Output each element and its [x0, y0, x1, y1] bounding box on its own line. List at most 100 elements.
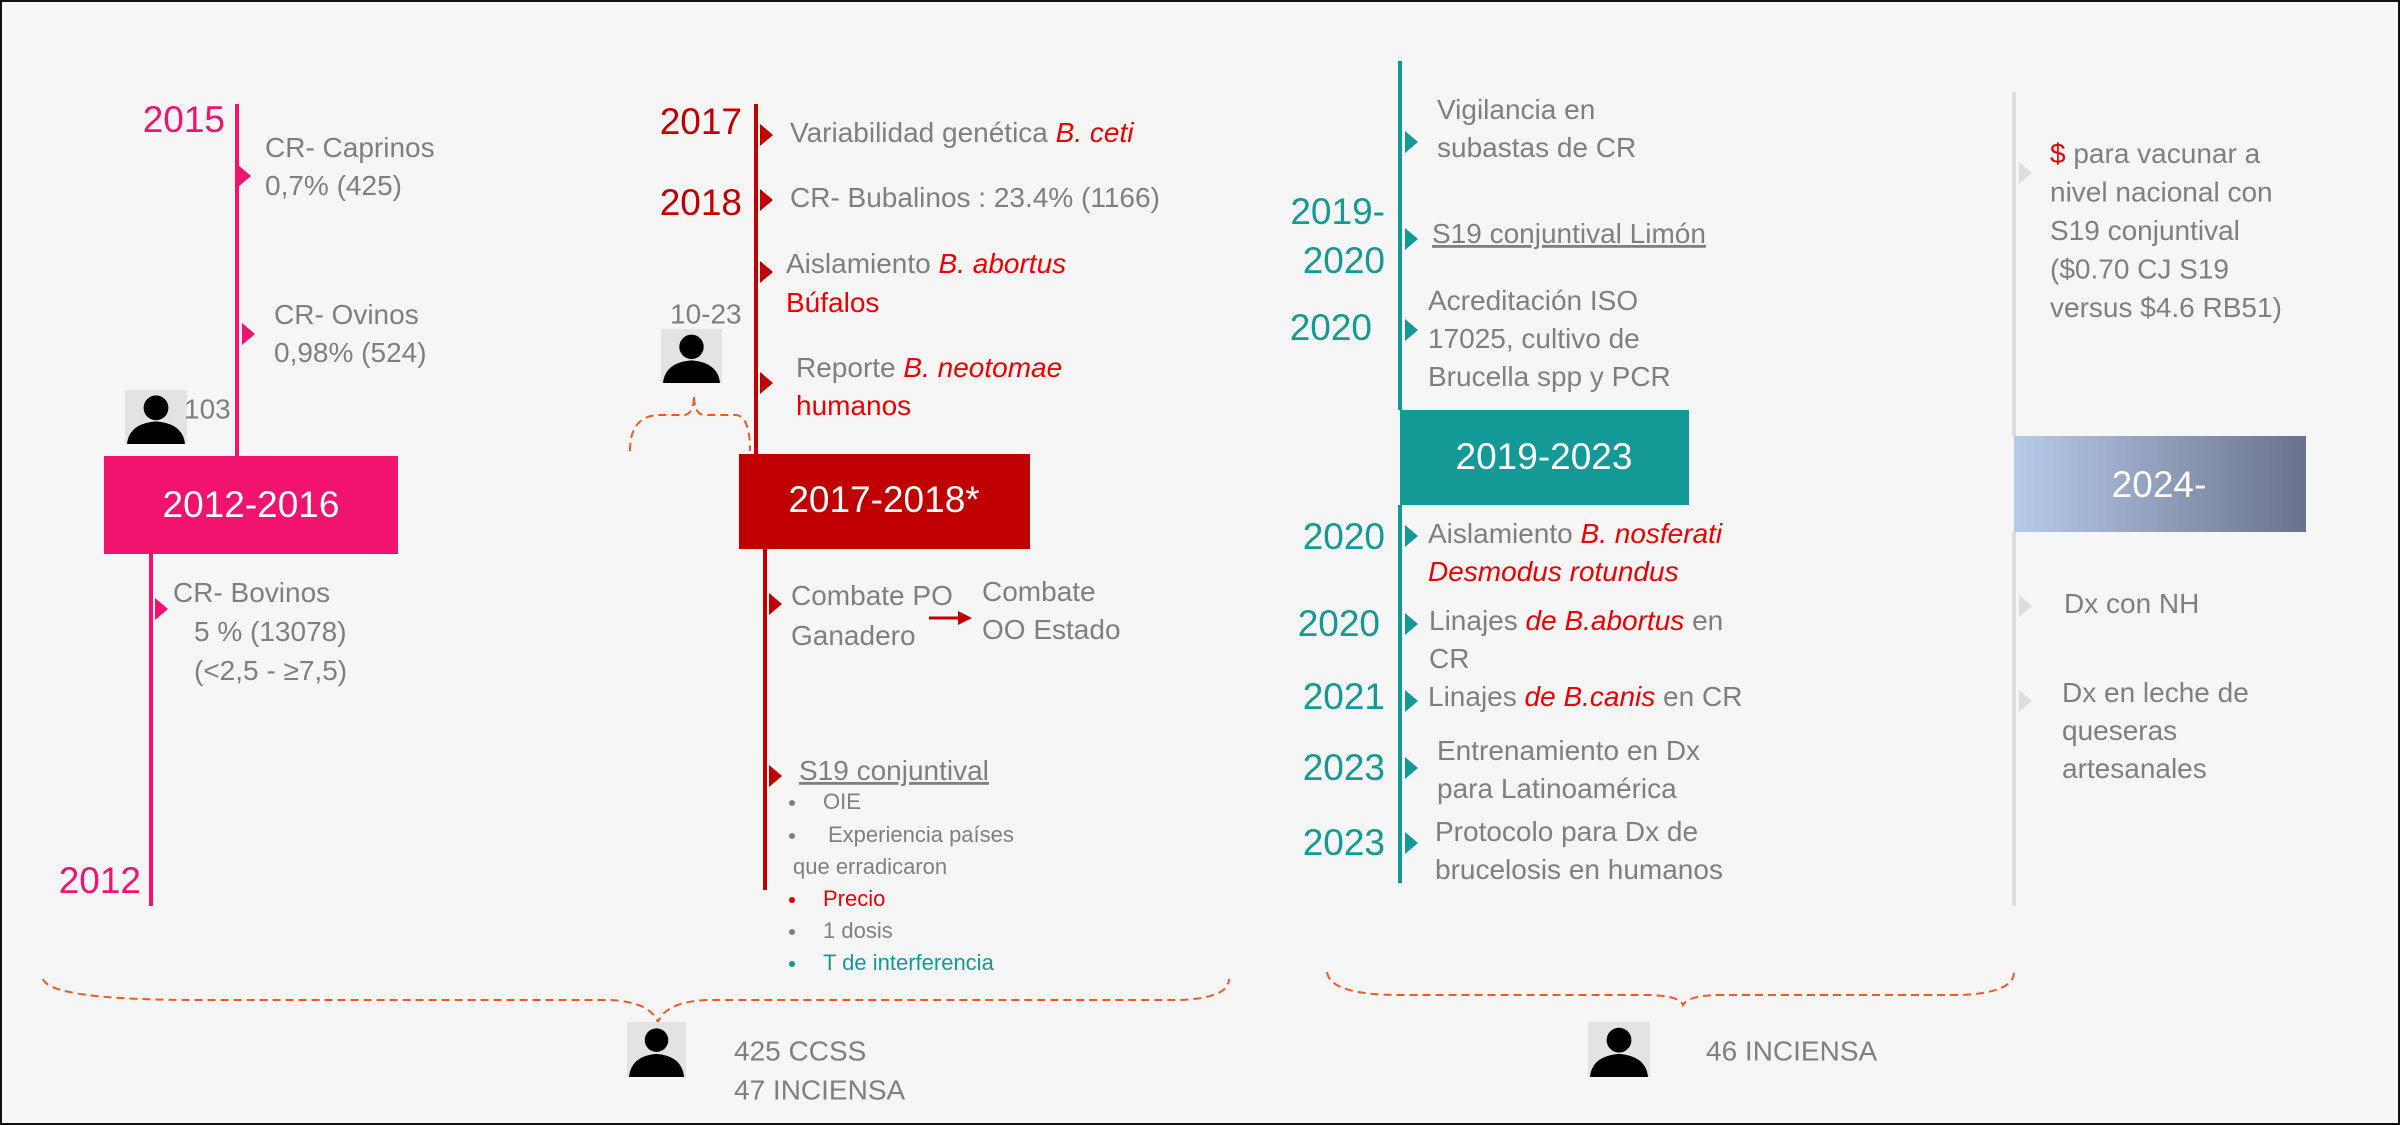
period-label: 2017-2018*: [788, 479, 979, 520]
year: 2017: [660, 101, 742, 142]
marker: [760, 189, 773, 211]
person-head: [644, 1028, 669, 1052]
text-span: de B.canis: [1525, 681, 1656, 712]
text-span: Reporte: [796, 352, 903, 383]
text-span: CR- Bubalinos : 23.4% (1166): [790, 182, 1160, 213]
year: 2018: [660, 182, 742, 223]
event-text: Reporte B. neotomae: [796, 352, 1062, 383]
period-box: [739, 454, 1030, 549]
year: 2019-: [1290, 191, 1385, 232]
event-text: Combate PO: [791, 580, 953, 611]
marker: [1405, 832, 1418, 854]
braces: [42, 394, 2015, 1025]
text-span: OO Estado: [982, 614, 1121, 645]
event-text: ($0.70 CJ S19: [2050, 254, 2229, 285]
bullet-text: Precio: [823, 886, 885, 911]
text-span: versus $4.6 RB51): [2050, 292, 2282, 323]
text-span: (<2,5 - ≥7,5): [194, 655, 347, 686]
event-text: S19 conjuntival: [2050, 215, 2240, 246]
text-span: en CR: [1655, 681, 1742, 712]
text-span: Combate: [982, 576, 1096, 607]
year: 2023: [1303, 822, 1385, 863]
text-span: Ganadero: [791, 620, 916, 651]
marker: [155, 598, 168, 620]
event-text: Brucella spp y PCR: [1428, 361, 1671, 392]
text-span: 0,98% (524): [274, 337, 427, 368]
event-text: Combate: [982, 576, 1096, 607]
text-span: 5 % (13078): [194, 616, 347, 647]
event-text: Acreditación ISO: [1428, 285, 1638, 316]
bullet-text: Experiencia países: [828, 822, 1014, 847]
text-span: Linajes: [1428, 681, 1525, 712]
text-span: humanos: [796, 390, 911, 421]
text-span: Búfalos: [786, 287, 879, 318]
marker: [2019, 690, 2032, 712]
event-text: CR- Bovinos: [173, 577, 330, 608]
text-span: Acreditación ISO: [1428, 285, 1638, 316]
marker: [1405, 525, 1418, 547]
event-text: Entrenamiento en Dx: [1437, 735, 1700, 766]
marker: [760, 372, 773, 394]
year: 2023: [1303, 747, 1385, 788]
summary-text: 46 INCIENSA: [1706, 1035, 1877, 1066]
summary-text: 425 CCSS: [734, 1035, 866, 1066]
period-box: [1400, 410, 1689, 505]
bullet-text: 1 dosis: [823, 918, 893, 943]
event-text: 17025, cultivo de: [1428, 323, 1640, 354]
text-span: Brucella spp y PCR: [1428, 361, 1671, 392]
staff-count: 10-23: [670, 298, 742, 329]
bullet-dot: [789, 961, 795, 967]
event-text: subastas de CR: [1437, 132, 1636, 163]
event-text: $ para vacunar a: [2050, 138, 2261, 169]
event-text: Vigilancia en: [1437, 94, 1595, 125]
year: 2020: [1303, 240, 1385, 281]
text-span: Vigilancia en: [1437, 94, 1595, 125]
period-label: 2019-2023: [1456, 436, 1633, 477]
text-span: en: [1684, 605, 1723, 636]
marker: [760, 124, 773, 146]
text-span: Entrenamiento en Dx: [1437, 735, 1700, 766]
summary-text: 47 INCIENSA: [734, 1074, 905, 1105]
text-span: CR- Ovinos: [274, 299, 419, 330]
year: 2020: [1290, 307, 1372, 348]
event-text: Dx con NH: [2064, 588, 2199, 619]
text-span: 17025, cultivo de: [1428, 323, 1640, 354]
text-span: ($0.70 CJ S19: [2050, 254, 2229, 285]
marker: [238, 165, 251, 187]
text-span: brucelosis en humanos: [1435, 854, 1723, 885]
text-span: subastas de CR: [1437, 132, 1636, 163]
staff-count: 103: [184, 393, 231, 424]
year: 2015: [143, 99, 225, 140]
event-text: Protocolo para Dx de: [1435, 816, 1698, 847]
event-text: versus $4.6 RB51): [2050, 292, 2282, 323]
text-span: Desmodus rotundus: [1428, 556, 1679, 587]
year: 2020: [1303, 516, 1385, 557]
person-body: [127, 421, 185, 444]
text-span: B. neotomae: [903, 352, 1062, 383]
event-text: humanos: [796, 390, 911, 421]
person-head: [143, 395, 169, 421]
text-span: CR- Caprinos: [265, 132, 435, 163]
marker: [1405, 690, 1418, 712]
event-text: nivel nacional con: [2050, 177, 2273, 208]
year: 2012: [59, 860, 141, 901]
period-box: [104, 456, 398, 554]
marker: [1405, 319, 1418, 341]
period-label: 2012-2016: [163, 484, 340, 525]
text-span: nivel nacional con: [2050, 177, 2273, 208]
person-head: [679, 334, 704, 360]
text-span: Dx en leche de: [2062, 677, 2249, 708]
event-text: Linajes de B.abortus en: [1429, 605, 1723, 636]
marker: [769, 593, 782, 615]
bullet-dot: [789, 833, 795, 839]
event-text: queseras: [2062, 715, 2177, 746]
year: 2020: [1298, 603, 1380, 644]
event-text: Búfalos: [786, 287, 879, 318]
marker: [1405, 131, 1418, 153]
marker: [1405, 757, 1418, 779]
arrow-head: [958, 611, 972, 625]
text-span: CR- Bovinos: [173, 577, 330, 608]
event-text: brucelosis en humanos: [1435, 854, 1723, 885]
